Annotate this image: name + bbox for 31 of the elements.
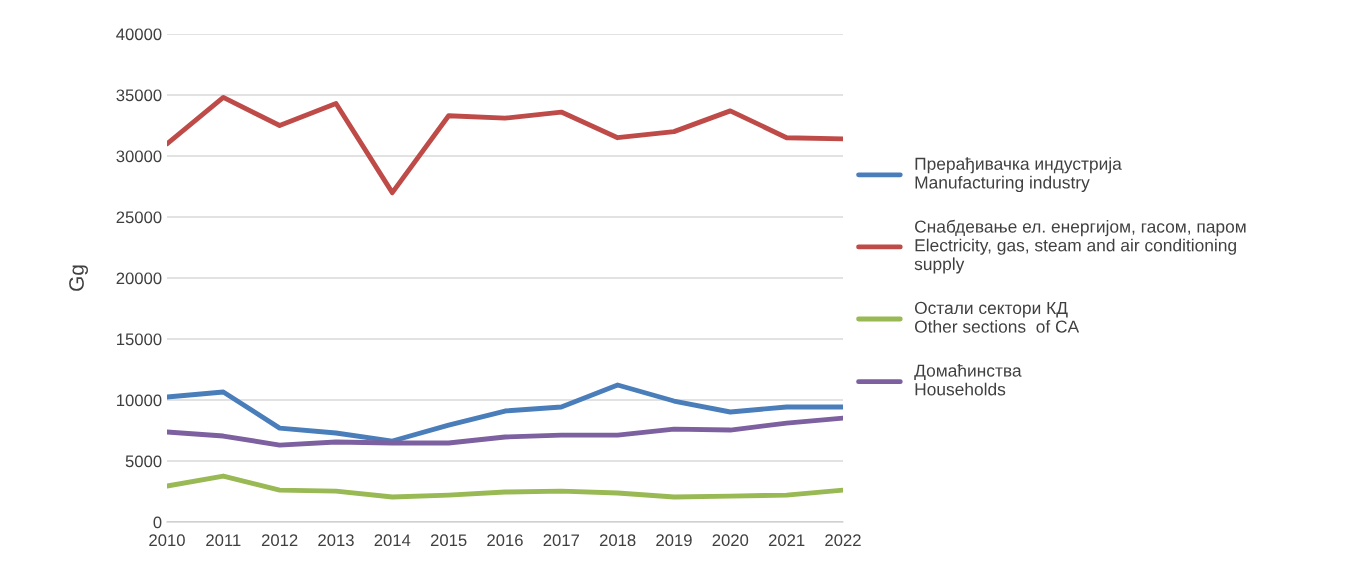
y-tick-label: 30000 (116, 150, 162, 163)
y-tick-label: 5000 (125, 455, 162, 468)
legend-label: Прерађивачка индустрија Manufacturing industry (915, 157, 1122, 193)
y-tick-label: 15000 (117, 333, 162, 346)
x-tick-label: 2020 (712, 534, 749, 547)
x-tick-label: 2021 (768, 534, 805, 547)
x-tick-label: 2011 (206, 534, 241, 547)
x-tick-label: 2012 (261, 534, 298, 547)
y-tick-label: 25000 (116, 211, 162, 224)
y-tick-label: 20000 (116, 272, 162, 285)
legend-label: Снабдевање ел. енергијом, гасом, паром Electricity, gas, steam and air conditioning supply (914, 219, 1246, 274)
line-series (166, 95, 843, 196)
line-series (166, 382, 843, 444)
line-series (166, 415, 843, 448)
x-tick-label: 2014 (374, 534, 411, 547)
x-tick-label: 2016 (487, 534, 523, 547)
x-tick-label: 2013 (318, 534, 354, 547)
x-tick-label: 2019 (656, 534, 692, 547)
x-tick-label: 2010 (149, 534, 185, 547)
legend-label: Остали сектори КД Other sections of CA (914, 301, 1080, 333)
y-tick-label: 40000 (116, 28, 162, 41)
y-tick-label: 35000 (116, 89, 162, 102)
x-tick-label: 2022 (825, 534, 861, 547)
legend-label: Домаћинства Households (914, 364, 1022, 396)
x-tick-label: 2017 (543, 534, 580, 547)
x-tick-label: 2018 (599, 534, 636, 547)
y-tick-label: 10000 (117, 394, 162, 407)
x-tick-label: 2015 (430, 534, 467, 547)
y-tick-label: 0 (153, 516, 162, 529)
line-series (166, 473, 843, 500)
y-axis-title: Gg (69, 265, 88, 291)
